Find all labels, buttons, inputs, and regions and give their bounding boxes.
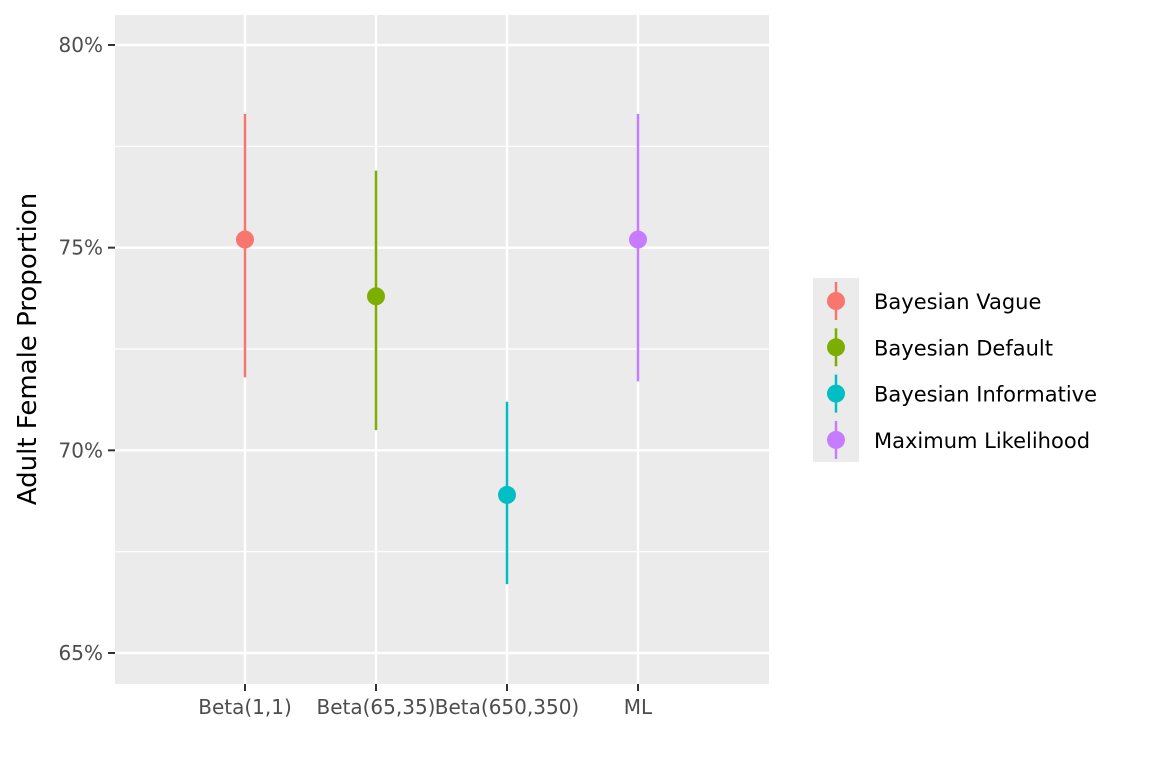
legend: Bayesian Vague Bayesian Default Bayesian I…: [813, 278, 1097, 462]
y-tick-label: 75%: [59, 236, 103, 260]
y-tick-label: 80%: [59, 33, 103, 57]
grid-minor-lines: [115, 145, 769, 553]
estimate-point: [498, 485, 516, 504]
legend-label: Maximum Likelihood: [874, 429, 1090, 453]
y-tick-label: 65%: [59, 641, 103, 665]
legend-key-point: [827, 430, 845, 449]
x-axis: Beta(1,1) Beta(65,35) Beta(650,350) ML: [198, 684, 653, 719]
estimate-point: [629, 230, 647, 249]
legend-label: Bayesian Vague: [874, 290, 1041, 314]
y-tick-label: 70%: [59, 438, 103, 462]
data-marks: [236, 113, 647, 585]
x-tick-label: Beta(1,1): [198, 695, 292, 719]
legend-key-point: [827, 338, 845, 357]
estimate-point: [236, 230, 254, 249]
legend-key-point: [827, 292, 845, 310]
y-axis-title: Adult Female Proportion: [13, 193, 43, 505]
y-axis: 65% 70% 75% 80%: [59, 33, 115, 665]
legend-label: Bayesian Informative: [874, 383, 1097, 407]
estimate-point: [367, 287, 385, 306]
x-tick-label: Beta(65,35): [317, 695, 436, 719]
legend-key-point: [827, 384, 845, 403]
legend-label: Bayesian Default: [874, 336, 1053, 360]
x-tick-label: Beta(650,350): [435, 695, 579, 719]
x-tick-label: ML: [624, 695, 653, 719]
